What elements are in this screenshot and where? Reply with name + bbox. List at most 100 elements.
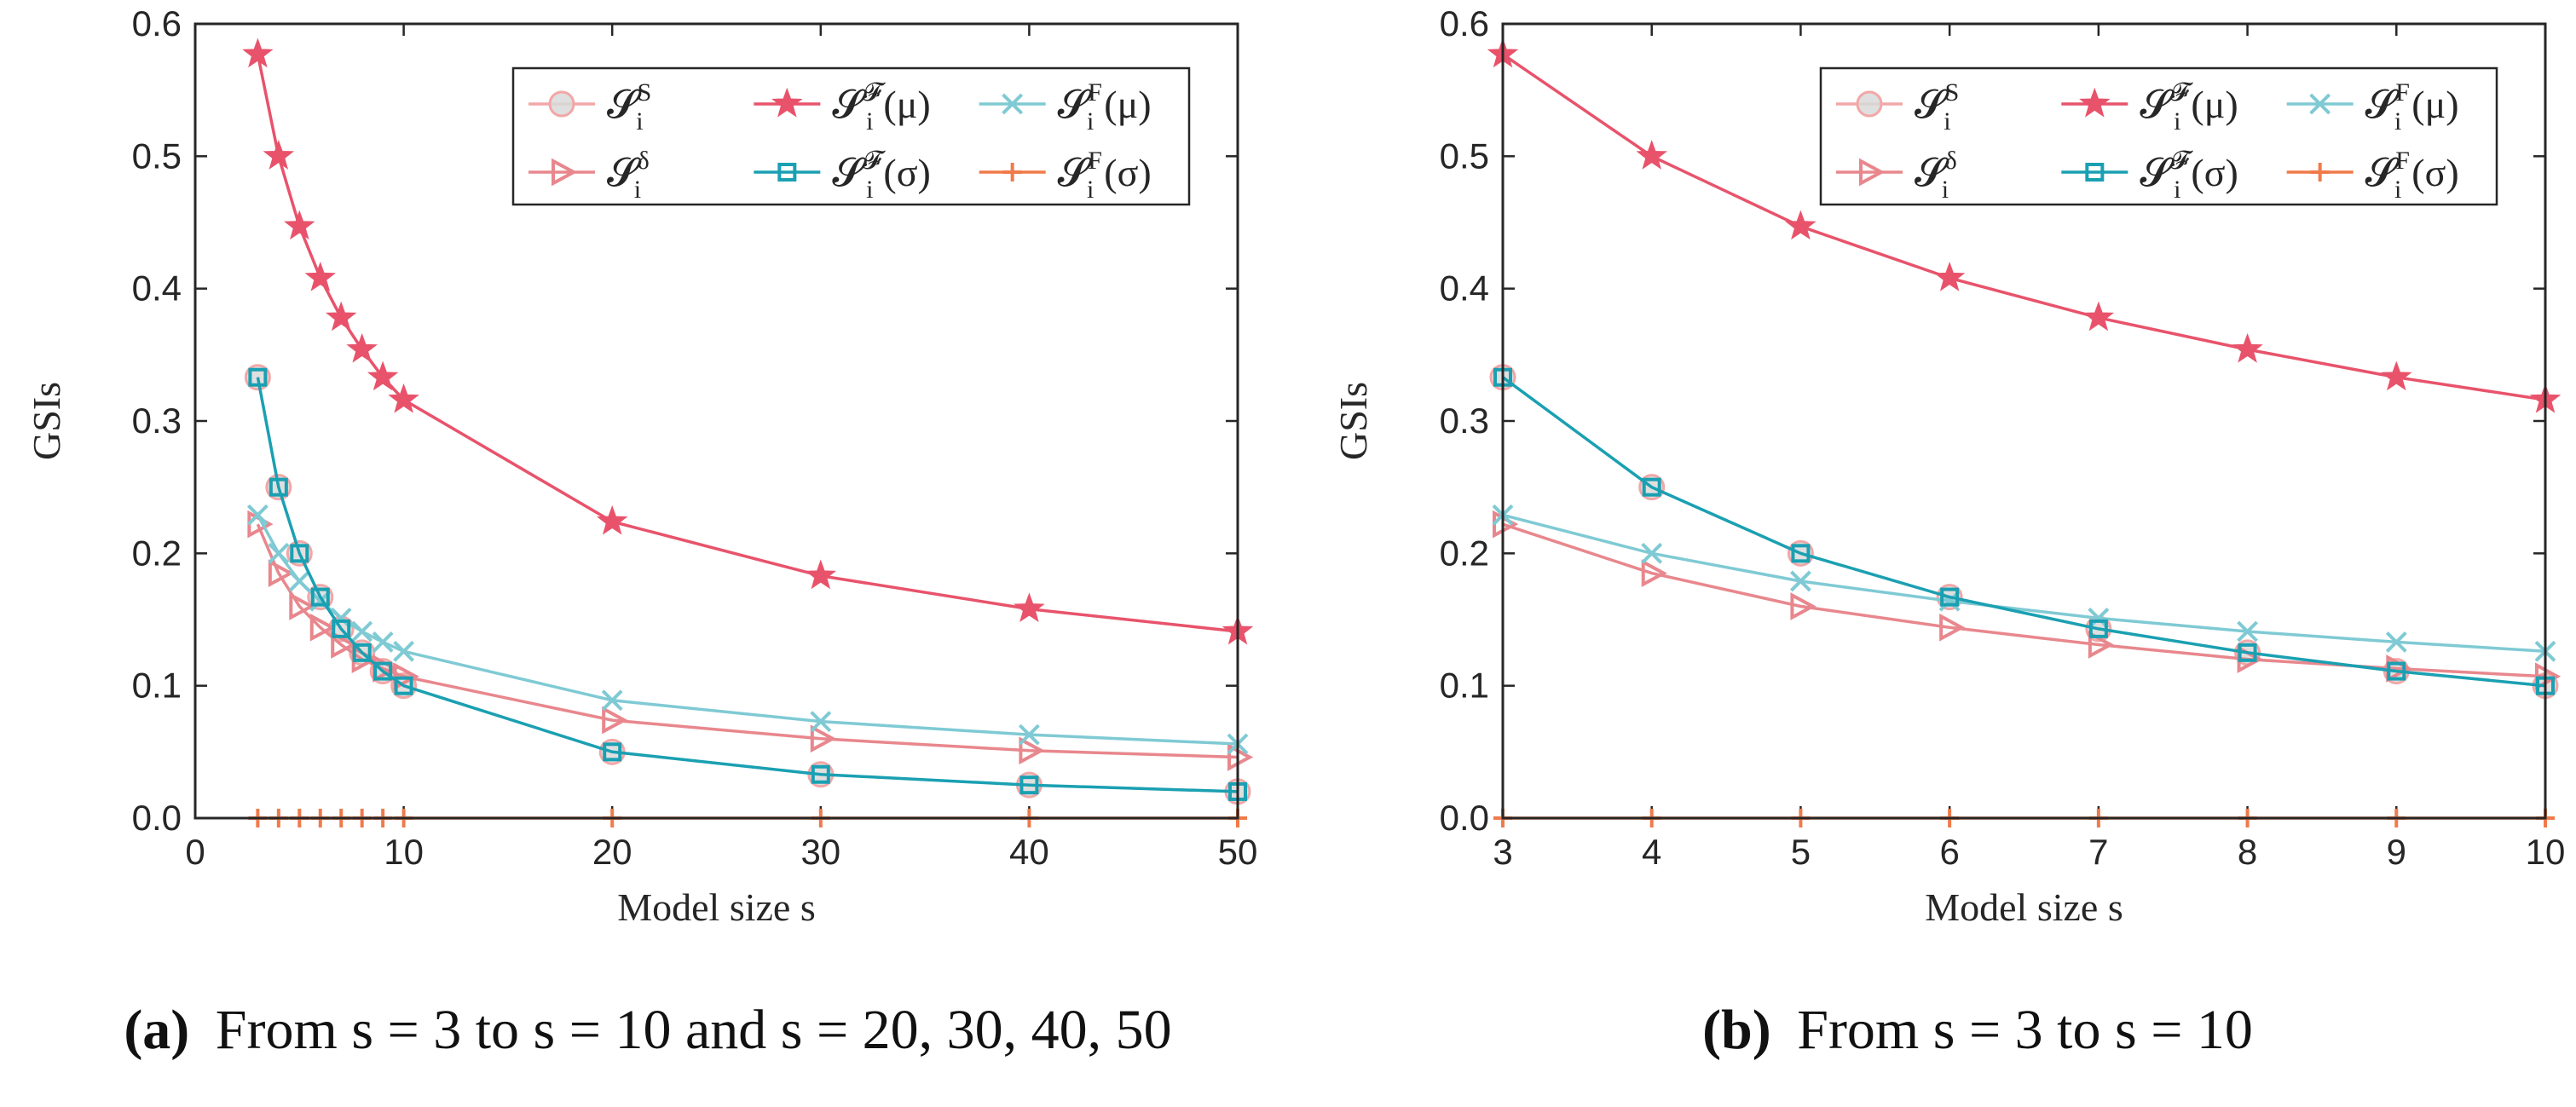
point-S_Frm_mu (810, 711, 832, 733)
x-tick-label: 7 (2088, 832, 2108, 872)
legend-label: 𝓢S i (607, 78, 651, 135)
legend-swatch-marker (2309, 93, 2331, 115)
point-S_F_mu (2232, 332, 2263, 363)
y-tick-label: 0.4 (132, 268, 182, 308)
axes-box (193, 22, 1239, 820)
point-S_F_sigma (2387, 661, 2406, 681)
legend-label: 𝓢F i (μ) (2365, 78, 2459, 135)
point-S_delta (602, 706, 628, 735)
point-S_F_mu (326, 301, 357, 332)
legend-entry-S_Frm_sigma: 𝓢F i (σ) (979, 147, 1152, 204)
point-S_delta (1939, 613, 1966, 642)
point-S_Frm_mu (393, 640, 415, 662)
point-S_F_mu (242, 37, 274, 68)
legend-entry-S_delta: 𝓢δ i (528, 147, 650, 204)
legend-entry-S_Frm_sigma: 𝓢F i (σ) (2286, 147, 2459, 204)
caption-b: (b) From s = 3 to s = 10 (1702, 999, 2253, 1061)
legend-box (511, 66, 1191, 206)
point-S_F_mu (1636, 140, 1667, 170)
point-S_F_sigma (290, 544, 309, 563)
point-S_delta (331, 631, 357, 659)
point-S_delta (1641, 559, 1667, 587)
point-S_delta (1227, 743, 1254, 771)
point-S_Frm_mu (268, 542, 290, 564)
point-S_F_sigma (1019, 775, 1039, 795)
point-S_F_mu (596, 504, 628, 535)
legend-entry-S_S: 𝓢S i (528, 78, 651, 135)
legend-entry-S_S: 𝓢S i (1836, 78, 1959, 135)
axes-box (1501, 22, 2547, 820)
series-line-S_delta (256, 523, 1239, 759)
point-S_F_sigma (1642, 477, 1661, 497)
legend-swatch-marker (2079, 87, 2111, 118)
x-tick-label: 50 (1218, 832, 1258, 872)
point-S_Frm_mu (601, 689, 623, 712)
point-S_F_mu (304, 262, 336, 291)
point-S_delta (309, 613, 336, 642)
series-line-S_F_sigma (1501, 376, 2546, 688)
point-S_F_mu (1014, 592, 1045, 623)
legend-entry-S_F_sigma: 𝓢𝓕 i (σ) (2061, 147, 2238, 204)
point-S_F_mu (388, 383, 419, 413)
x-tick-label: 30 (800, 832, 840, 872)
legend-label: 𝓢δ i (1915, 147, 1957, 204)
legend: 𝓢S i 𝓢𝓕 i (μ) 𝓢F i (μ)𝓢δ i 𝓢𝓕 i (σ) 𝓢F i (σ) (511, 66, 1191, 206)
point-S_Frm_mu (1641, 542, 1663, 564)
point-S_F_mu (346, 332, 378, 363)
point-S_Frm_mu (372, 631, 394, 653)
point-S_Frm_mu (2237, 620, 2258, 643)
point-S_delta (1019, 736, 1045, 765)
legend-label: 𝓢S i (1915, 78, 1959, 135)
legend-swatch-marker (1002, 93, 1024, 115)
y-tick-label: 0.2 (1440, 533, 1489, 573)
legend-swatch-marker (2310, 163, 2330, 182)
x-axis-label: Model size s (1925, 885, 2123, 929)
y-tick-label: 0.3 (1440, 401, 1489, 441)
point-S_F_sigma (1791, 544, 1811, 563)
point-S_delta (1790, 592, 1816, 620)
point-S_delta (268, 559, 295, 587)
series-line-S_Frm_mu (1502, 513, 2546, 654)
y-tick-label: 0.5 (1440, 135, 1489, 176)
point-S_F_mu (263, 140, 295, 170)
point-S_F_mu (805, 559, 837, 590)
legend-swatch-marker (771, 87, 803, 118)
point-S_delta (2088, 631, 2115, 659)
point-S_F_sigma (352, 643, 372, 662)
point-S_Frm_mu (1018, 724, 1040, 746)
x-tick-label: 40 (1009, 832, 1049, 872)
series-line-S_F_mu (256, 54, 1239, 633)
legend-swatch-marker (2085, 163, 2105, 182)
point-S_Frm_mu (351, 620, 373, 643)
legend-swatch-marker (1859, 158, 1886, 187)
legend-label: 𝓢F i (σ) (1058, 147, 1152, 204)
legend-swatch-marker (1002, 163, 1022, 182)
x-tick-label: 10 (384, 832, 424, 872)
caption-a-text: From s = 3 to s = 10 and s = 20, 30, 40,… (216, 999, 1172, 1061)
point-S_F_sigma (394, 676, 413, 695)
caption-a: (a) From s = 3 to s = 10 and s = 20, 30,… (124, 999, 1171, 1061)
x-tick-label: 0 (185, 832, 205, 872)
point-S_F_sigma (310, 587, 330, 607)
legend-label: 𝓢F i (μ) (1058, 78, 1152, 135)
x-tick-label: 9 (2387, 832, 2406, 872)
point-S_F_sigma (248, 367, 268, 387)
point-S_F_sigma (1940, 587, 1960, 607)
caption-a-label: (a) (124, 999, 189, 1061)
point-S_F_sigma (2088, 619, 2108, 638)
point-S_Frm_mu (2385, 631, 2407, 653)
x-tick-label: 5 (1791, 832, 1811, 872)
x-tick-label: 20 (592, 832, 632, 872)
point-S_F_sigma (811, 764, 830, 784)
point-S_delta (289, 592, 315, 620)
point-S_F_mu (2381, 360, 2412, 391)
y-tick-label: 0.0 (1440, 798, 1489, 838)
legend-swatch-marker (1856, 90, 1883, 118)
panel-b: 0.0 0.1 0.2 0.3 0.4 0.5 0.6 3 4 5 6 7 8 9 10 Model size… (1331, 3, 2565, 929)
legend-entry-S_Frm_mu: 𝓢F i (μ) (2286, 78, 2459, 135)
caption-b-text: From s = 3 to s = 10 (1797, 999, 2253, 1061)
point-S_F_sigma (269, 477, 288, 497)
y-tick-label: 0.0 (132, 798, 182, 838)
series-line-S_F_sigma (256, 377, 1239, 793)
